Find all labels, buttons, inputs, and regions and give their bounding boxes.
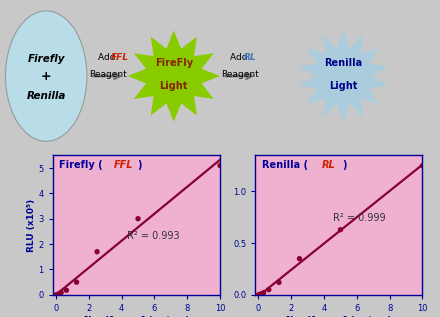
Text: RL: RL bbox=[322, 159, 336, 170]
Text: Reagent: Reagent bbox=[221, 70, 259, 79]
Point bbox=[337, 227, 344, 232]
Polygon shape bbox=[298, 30, 388, 122]
Point bbox=[94, 249, 101, 254]
Text: Add: Add bbox=[98, 53, 118, 62]
Point bbox=[255, 292, 262, 297]
Polygon shape bbox=[128, 30, 220, 122]
Text: Light: Light bbox=[329, 81, 357, 91]
Point bbox=[257, 291, 264, 296]
Point bbox=[296, 256, 303, 261]
Text: Reagent: Reagent bbox=[89, 70, 127, 79]
X-axis label: [Luciferase] (ng/rxn): [Luciferase] (ng/rxn) bbox=[286, 316, 392, 317]
Text: FFL: FFL bbox=[111, 53, 129, 62]
Text: FireFly: FireFly bbox=[155, 58, 193, 68]
Point bbox=[73, 280, 80, 285]
Text: Renilla (: Renilla ( bbox=[262, 159, 308, 170]
Text: Firefly: Firefly bbox=[27, 54, 65, 64]
Text: Add: Add bbox=[230, 53, 250, 62]
Point bbox=[260, 290, 267, 295]
Ellipse shape bbox=[5, 11, 87, 141]
Text: +: + bbox=[41, 69, 51, 83]
Point bbox=[52, 292, 59, 297]
Point bbox=[275, 280, 282, 285]
Text: R² = 0.999: R² = 0.999 bbox=[333, 213, 385, 223]
Point bbox=[63, 288, 70, 293]
Text: FFL: FFL bbox=[114, 159, 133, 170]
Text: Light: Light bbox=[160, 81, 188, 91]
Text: ): ) bbox=[137, 159, 142, 170]
Text: Renilla: Renilla bbox=[26, 91, 66, 100]
Text: R² = 0.993: R² = 0.993 bbox=[127, 231, 180, 241]
Point bbox=[55, 291, 62, 296]
Point bbox=[58, 290, 65, 295]
Text: RL: RL bbox=[244, 53, 256, 62]
Text: ): ) bbox=[342, 159, 347, 170]
X-axis label: [Luciferase] (ng/rxn): [Luciferase] (ng/rxn) bbox=[84, 316, 189, 317]
Point bbox=[135, 216, 142, 221]
Text: Renilla: Renilla bbox=[324, 58, 362, 68]
Text: Firefly (: Firefly ( bbox=[59, 159, 103, 170]
Y-axis label: RLU (x10⁵): RLU (x10⁵) bbox=[26, 198, 36, 252]
Point bbox=[216, 163, 224, 168]
Point bbox=[419, 163, 426, 168]
Point bbox=[265, 287, 272, 292]
